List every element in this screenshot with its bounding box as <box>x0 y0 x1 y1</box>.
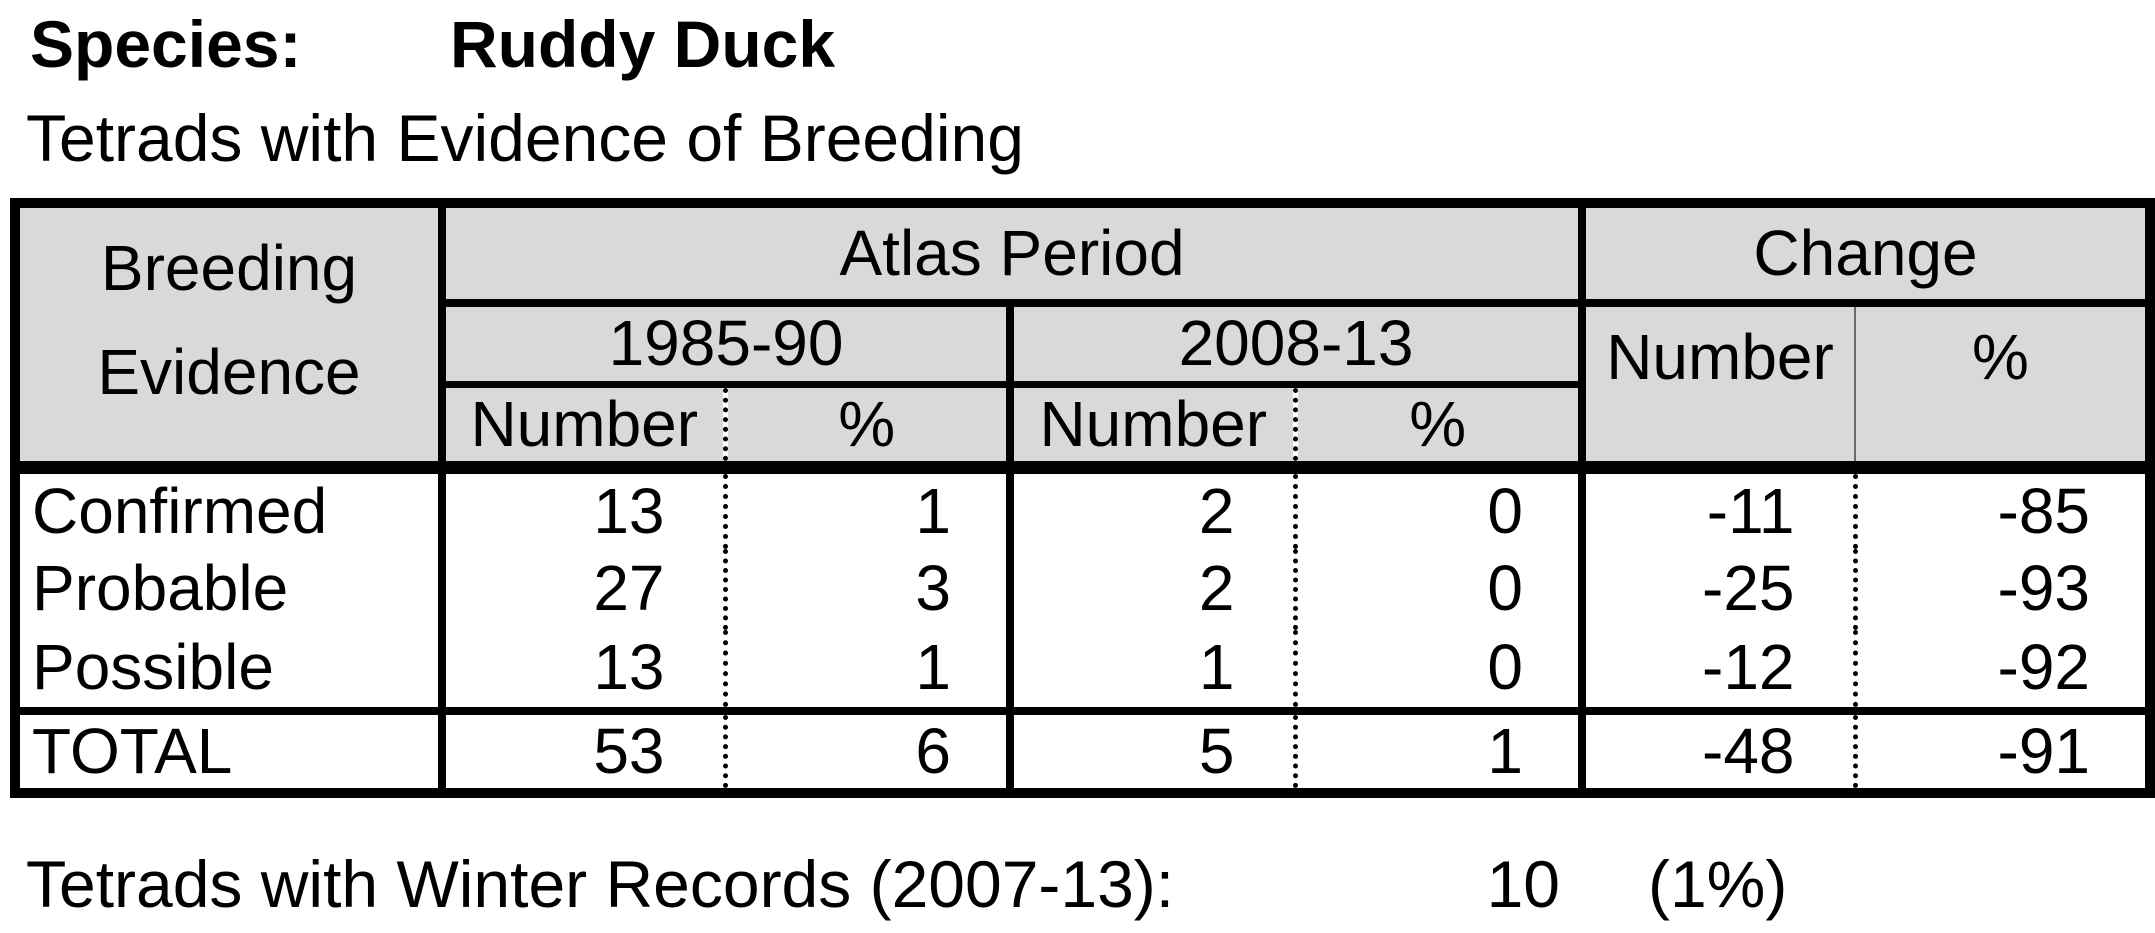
p2-number-cell: 2 <box>1010 548 1298 630</box>
total-p1-percent: 6 <box>725 710 1014 794</box>
species-label: Species: <box>30 7 302 81</box>
header-row-groups: Breeding Evidence Atlas Period Change <box>15 203 2150 475</box>
total-change-number: -48 <box>1582 710 1858 794</box>
p1-number-cell: 13 <box>442 467 728 549</box>
p1-percent-header: % <box>725 384 1014 475</box>
p2-percent-cell: 0 <box>1295 629 1586 715</box>
row-label: Confirmed <box>15 467 446 549</box>
table-title: Tetrads with Evidence of Breeding <box>26 101 1024 175</box>
breeding-evidence-table: Breeding Evidence Atlas Period Change 19… <box>10 198 2155 799</box>
group-header-change: Change <box>1582 203 2150 307</box>
p2-number-cell: 2 <box>1010 467 1298 549</box>
corner-line1: Breeding <box>100 232 358 304</box>
p2-percent-header: % <box>1295 384 1586 475</box>
species-name: Ruddy Duck <box>450 7 836 81</box>
change-percent-cell: -92 <box>1855 629 2150 715</box>
p1-number-cell: 27 <box>442 548 728 630</box>
p1-percent-cell: 1 <box>725 629 1014 715</box>
p1-number-cell: 13 <box>442 629 728 715</box>
change-number-cell: -12 <box>1582 629 1858 715</box>
table-row-probable: Probable 27 3 2 0 -25 -93 <box>15 548 2150 630</box>
change-number-header: Number <box>1582 303 1856 475</box>
total-label: TOTAL <box>15 710 446 794</box>
row-label: Possible <box>15 629 446 715</box>
winter-records-percent: (1%) <box>1648 847 1788 921</box>
change-percent-cell: -85 <box>1855 467 2150 549</box>
p2-number-header: Number <box>1010 384 1298 475</box>
change-percent-header: % <box>1855 303 2150 475</box>
table-row-confirmed: Confirmed 13 1 2 0 -11 -85 <box>15 467 2150 549</box>
group-header-atlas-period: Atlas Period <box>442 203 1586 307</box>
total-p2-number: 5 <box>1010 710 1298 794</box>
total-p2-percent: 1 <box>1295 710 1586 794</box>
p2-percent-cell: 0 <box>1295 467 1586 549</box>
header-row-measures: Number % Number % <box>15 384 2150 475</box>
table-row-total: TOTAL 53 6 5 1 -48 -91 <box>15 710 2150 794</box>
total-change-percent: -91 <box>1855 710 2150 794</box>
winter-records-value: 10 <box>1486 847 1560 921</box>
p1-number-header: Number <box>442 384 728 475</box>
row-label: Probable <box>15 548 446 630</box>
winter-records-label: Tetrads with Winter Records (2007-13): <box>26 847 1175 921</box>
period-header-2008-13: 2008-13 <box>1010 303 1586 388</box>
p2-number-cell: 1 <box>1010 629 1298 715</box>
p1-percent-cell: 3 <box>725 548 1014 630</box>
p2-percent-cell: 0 <box>1295 548 1586 630</box>
change-number-cell: -25 <box>1582 548 1858 630</box>
winter-records-line: Tetrads with Winter Records (2007-13): 1… <box>0 846 2155 926</box>
total-p1-number: 53 <box>442 710 728 794</box>
header-row-periods: 1985-90 2008-13 Number % <box>15 303 2150 475</box>
table-row-possible: Possible 13 1 1 0 -12 -92 <box>15 629 2150 715</box>
change-number-cell: -11 <box>1582 467 1858 549</box>
p1-percent-cell: 1 <box>725 467 1014 549</box>
species-line: Species: Ruddy Duck <box>30 6 835 82</box>
change-percent-cell: -93 <box>1855 548 2150 630</box>
period-header-1985-90: 1985-90 <box>442 303 1014 388</box>
corner-header-breeding-evidence: Breeding Evidence <box>15 203 446 475</box>
corner-line2: Evidence <box>97 336 361 408</box>
